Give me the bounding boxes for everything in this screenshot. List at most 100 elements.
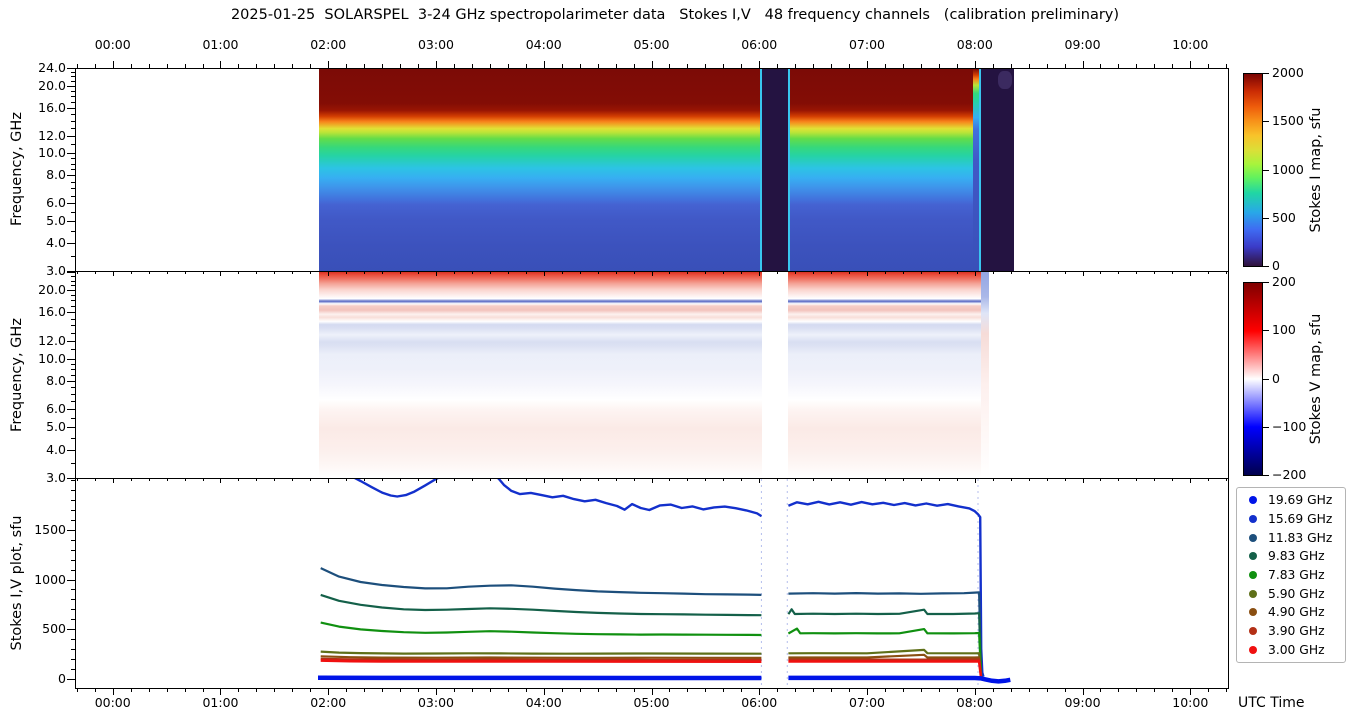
tick-mark	[67, 478, 75, 479]
tick-mark	[1136, 64, 1138, 68]
tick-mark	[70, 480, 75, 482]
tick-label: 1000	[34, 571, 66, 587]
tick-mark	[70, 255, 75, 257]
legend-dot-icon	[1249, 608, 1257, 617]
tick-label: −200	[1272, 467, 1307, 482]
tick-label: 1000	[1272, 161, 1304, 177]
legend-dot-icon	[1249, 645, 1257, 654]
tick-label: 07:00	[848, 695, 886, 710]
series-3-00-GHz	[788, 660, 983, 679]
stokes-v-colorbar-label: Stokes V map, sfu	[1308, 313, 1324, 445]
tick-mark	[67, 449, 75, 451]
tick-mark	[525, 688, 527, 692]
tick-mark	[795, 271, 797, 274]
tick-label: 20.0	[38, 77, 66, 93]
tick-mark	[148, 64, 150, 68]
legend-label: 4.90 GHz	[1268, 605, 1325, 620]
tick-label: 8.0	[46, 372, 66, 388]
tick-mark	[70, 609, 75, 611]
series-3-00-GHz	[320, 659, 762, 663]
series-9-83-GHz	[320, 593, 762, 617]
tick-mark	[70, 144, 75, 146]
tick-label: 20.0	[38, 282, 66, 298]
tick-mark	[70, 599, 75, 601]
tick-mark	[1100, 271, 1102, 274]
tick-mark	[795, 64, 797, 68]
tick-mark	[70, 668, 75, 670]
tick-mark	[328, 478, 330, 483]
tick-mark	[938, 64, 940, 68]
tick-mark	[1010, 271, 1012, 274]
tick-label: −100	[1272, 418, 1307, 434]
tick-mark	[1172, 271, 1174, 274]
tick-mark	[166, 688, 168, 692]
tick-mark	[400, 688, 402, 692]
tick-mark	[1064, 64, 1066, 68]
tick-mark	[579, 478, 581, 481]
tick-mark	[400, 271, 402, 274]
tick-mark	[112, 478, 114, 483]
tick-mark	[418, 478, 420, 481]
tick-mark	[70, 394, 75, 396]
tick-mark	[274, 271, 276, 274]
tick-mark	[831, 271, 833, 274]
tick-mark	[184, 688, 186, 692]
tick-mark	[382, 271, 384, 274]
tick-mark	[777, 64, 779, 68]
tick-mark	[130, 688, 132, 692]
tick-mark	[1136, 688, 1138, 692]
tick-mark	[759, 688, 761, 695]
tick-label: 0	[1272, 258, 1280, 273]
tick-mark	[920, 478, 922, 481]
tick-mark	[220, 478, 222, 483]
tick-label: 4.0	[46, 234, 66, 250]
tick-mark	[70, 158, 75, 160]
tick-mark	[328, 688, 330, 695]
tick-mark	[705, 271, 707, 274]
tick-mark	[70, 76, 75, 78]
tick-label: 6.0	[46, 401, 66, 417]
series-5-90-GHz	[788, 648, 983, 679]
tick-mark	[70, 188, 75, 190]
tick-mark	[884, 64, 886, 68]
tick-mark	[70, 510, 75, 512]
tick-label: 07:00	[848, 37, 886, 52]
legend-label: 9.83 GHz	[1268, 549, 1325, 564]
tick-mark	[884, 478, 886, 481]
tick-mark	[849, 478, 851, 481]
tick-mark	[256, 478, 258, 481]
tick-mark	[1136, 478, 1138, 481]
tick-mark	[292, 64, 294, 68]
tick-mark	[956, 688, 958, 692]
tick-mark	[220, 688, 222, 695]
tick-mark	[759, 478, 761, 483]
plot-axis-label: Stokes I,V plot, sfu	[9, 515, 25, 651]
legend-item: 4.90 GHz	[1237, 603, 1345, 621]
tick-mark	[507, 478, 509, 481]
tick-mark	[112, 271, 114, 276]
tick-mark	[705, 688, 707, 692]
tick-mark	[597, 271, 599, 274]
tick-mark	[67, 290, 75, 292]
tick-mark	[238, 64, 240, 68]
tick-mark	[1064, 478, 1066, 481]
tick-mark	[67, 135, 75, 137]
tick-mark	[1028, 64, 1030, 68]
tick-mark	[453, 478, 455, 481]
tick-mark	[364, 271, 366, 274]
tick-mark	[920, 688, 922, 692]
tick-label: 02:00	[310, 695, 347, 710]
tick-mark	[902, 688, 904, 692]
tick-mark	[310, 271, 312, 274]
data-gap-1-v	[762, 272, 788, 478]
tick-mark	[364, 64, 366, 68]
tick-mark	[759, 271, 761, 276]
tick-mark	[1263, 169, 1269, 171]
tick-mark	[1190, 478, 1192, 483]
tick-mark	[741, 64, 743, 68]
tick-mark	[1190, 61, 1192, 68]
tick-mark	[1046, 478, 1048, 481]
freq-axis-label-top: Frequency, GHz	[9, 112, 25, 226]
tick-mark	[723, 478, 725, 481]
tick-mark	[67, 409, 75, 411]
